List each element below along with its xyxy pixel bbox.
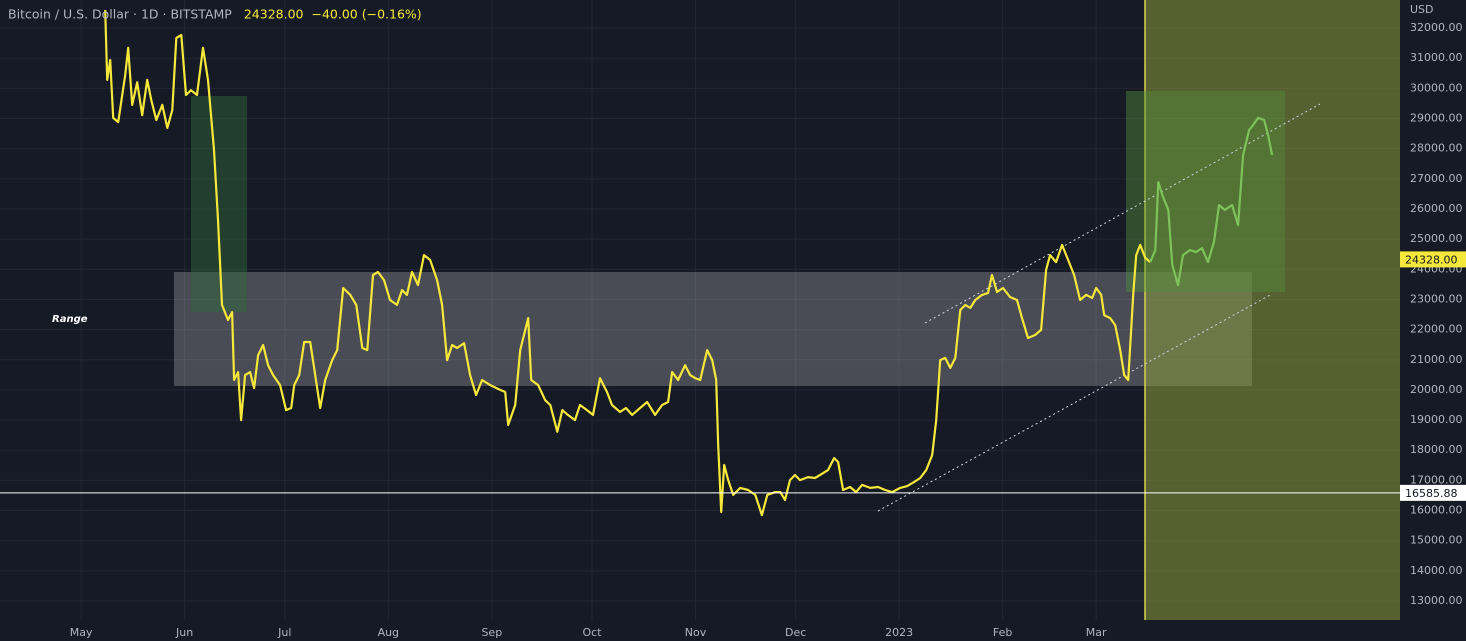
trend-line <box>924 103 1321 324</box>
x-tick-label: Nov <box>685 626 707 639</box>
y-tick-label: 30000.00 <box>1410 81 1463 94</box>
y-tick-label: 22000.00 <box>1410 323 1463 336</box>
x-tick-label: Mar <box>1086 626 1107 639</box>
x-tick-label: Jun <box>175 626 193 639</box>
x-tick-label: Jul <box>277 626 291 639</box>
y-tick-label: 18000.00 <box>1410 443 1463 456</box>
price-tag <box>1400 484 1466 501</box>
price-tag-label: 16585.88 <box>1405 487 1458 500</box>
plot <box>0 9 1400 517</box>
y-tick-label: 19000.00 <box>1410 413 1463 426</box>
y-tick-label: 20000.00 <box>1410 383 1463 396</box>
last-price-tag <box>1400 251 1466 268</box>
green-box <box>191 96 247 312</box>
price-axis <box>1400 0 1466 641</box>
y-tick-label: 17000.00 <box>1410 473 1463 486</box>
header-change: −40.00 (−0.16%) <box>312 7 422 22</box>
price-line <box>1149 116 1274 287</box>
y-axis-label: USD <box>1410 3 1434 16</box>
y-tick-label: 23000.00 <box>1410 292 1463 305</box>
x-tick-label: Sep <box>481 626 502 639</box>
x-tick-label: 2023 <box>885 626 913 639</box>
price-line <box>104 9 1152 517</box>
y-tick-label: 15000.00 <box>1410 534 1463 547</box>
axes: 13000.00 14000.00 15000.00 16000.00 17000.00… <box>70 21 1466 639</box>
time-axis <box>0 620 1400 641</box>
x-tick-label: Feb <box>993 626 1012 639</box>
y-tick-label: 29000.00 <box>1410 112 1463 125</box>
y-tick-label: 28000.00 <box>1410 142 1463 155</box>
y-tick-label: 31000.00 <box>1410 51 1463 64</box>
x-tick-label: Aug <box>378 626 399 639</box>
projection-zone <box>1145 0 1400 620</box>
chart-title: Bitcoin / U.S. Dollar · 1D · BITSTAMP <box>8 7 232 22</box>
y-tick-label: 16000.00 <box>1410 504 1463 517</box>
annotation: Range <box>52 314 88 325</box>
last-price-label: 24328.00 <box>1405 253 1458 266</box>
y-tick-label: 21000.00 <box>1410 353 1463 366</box>
y-tick-label: 27000.00 <box>1410 172 1463 185</box>
header-price: 24328.00 <box>244 7 304 22</box>
y-tick-label: 25000.00 <box>1410 232 1463 245</box>
x-tick-label: Oct <box>582 626 602 639</box>
x-tick-label: May <box>70 626 93 639</box>
y-tick-label: 32000.00 <box>1410 21 1463 34</box>
x-tick-label: Dec <box>785 626 806 639</box>
y-tick-label: 14000.00 <box>1410 564 1463 577</box>
y-tick-label: 26000.00 <box>1410 202 1463 215</box>
y-tick-label: 13000.00 <box>1410 594 1463 607</box>
